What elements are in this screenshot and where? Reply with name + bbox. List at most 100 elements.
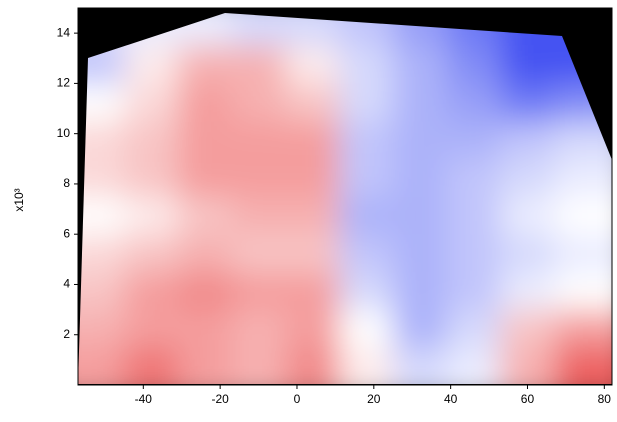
contour-field [78, 13, 612, 384]
field-cell [177, 83, 233, 122]
field-cell [339, 121, 394, 160]
field-cell [231, 13, 286, 47]
field-cell [285, 83, 340, 122]
field-cell [339, 271, 394, 311]
field-cell [500, 83, 555, 122]
field-cell [339, 234, 394, 273]
field-cell [285, 347, 340, 384]
field-cell [177, 309, 233, 348]
field-cell [124, 158, 179, 197]
field-cells [78, 13, 612, 384]
field-cell [231, 158, 286, 197]
field-cell [393, 121, 448, 160]
field-cell [500, 309, 555, 348]
field-cell [231, 347, 286, 384]
field-cell [446, 196, 502, 235]
field-cell [446, 121, 502, 160]
y-tick-label: 10 [57, 126, 71, 140]
field-cell [339, 158, 394, 197]
field-cell [285, 45, 340, 84]
field-cell [231, 45, 286, 84]
field-cell [393, 45, 448, 84]
field-cell [285, 121, 340, 160]
field-cell [78, 271, 125, 311]
y-tick-label: 2 [63, 327, 70, 341]
field-cell [554, 271, 612, 311]
field-cell [124, 347, 179, 384]
field-cell [78, 309, 125, 348]
field-cell [78, 196, 125, 235]
field-cell [124, 271, 179, 311]
field-cell [446, 83, 502, 122]
field-cell [231, 271, 286, 311]
y-tick-label: 12 [57, 76, 71, 90]
field-cell [554, 158, 612, 197]
field-cell [285, 13, 340, 47]
field-cell [554, 347, 612, 384]
field-cell [393, 271, 448, 311]
field-cell [177, 158, 233, 197]
field-cell [231, 121, 286, 160]
field-cell [393, 234, 448, 273]
field-cell [500, 121, 555, 160]
y-tick-label: 4 [63, 277, 70, 291]
field-cell [177, 196, 233, 235]
field-cell [446, 45, 502, 84]
plot-frame [77, 7, 613, 386]
field-cell [177, 45, 233, 84]
field-cell [231, 196, 286, 235]
field-cell [446, 347, 502, 384]
y-tick-label: 14 [57, 25, 71, 39]
field-cell [231, 83, 286, 122]
field-cell [554, 309, 612, 348]
field-cell [339, 309, 394, 348]
field-cell [231, 234, 286, 273]
x-tick-label: 80 [598, 392, 612, 406]
field-cell [554, 196, 612, 235]
field-cell [78, 158, 125, 197]
field-cell [446, 234, 502, 273]
field-cell [500, 347, 555, 384]
field-cell [285, 196, 340, 235]
x-tick-label: 60 [521, 392, 535, 406]
field-cell [554, 234, 612, 273]
field-cell [393, 196, 448, 235]
x-tick-label: 20 [367, 392, 381, 406]
field-cell [393, 347, 448, 384]
field-cell [78, 234, 125, 273]
y-tick-label: 8 [63, 176, 70, 190]
field-cell [339, 83, 394, 122]
field-cell [285, 158, 340, 197]
field-cell [446, 309, 502, 348]
field-cell [500, 158, 555, 197]
field-cell [124, 121, 179, 160]
field-cell [285, 234, 340, 273]
field-cell [393, 158, 448, 197]
x-tick-label: -40 [135, 392, 153, 406]
field-cell [124, 196, 179, 235]
field-cell [339, 347, 394, 384]
field-cell [500, 196, 555, 235]
x-tick-label: 40 [444, 392, 458, 406]
x-tick-label: 0 [294, 392, 301, 406]
field-cell [339, 45, 394, 84]
field-cell [177, 347, 233, 384]
field-cell [124, 45, 179, 84]
field-cell [446, 271, 502, 311]
field-cell [177, 271, 233, 311]
field-cell [124, 309, 179, 348]
field-cell [285, 271, 340, 311]
field-cell [231, 309, 286, 348]
field-cell [124, 234, 179, 273]
field-cell [78, 347, 125, 384]
x-tick-label: -20 [211, 392, 229, 406]
field-cell [393, 83, 448, 122]
field-cell [177, 234, 233, 273]
field-cell [500, 234, 555, 273]
y-tick-label: 6 [63, 226, 70, 240]
field-cell [393, 309, 448, 348]
field-cell [500, 45, 555, 84]
y-axis-label: x10³ [12, 188, 26, 211]
field-cell [339, 196, 394, 235]
